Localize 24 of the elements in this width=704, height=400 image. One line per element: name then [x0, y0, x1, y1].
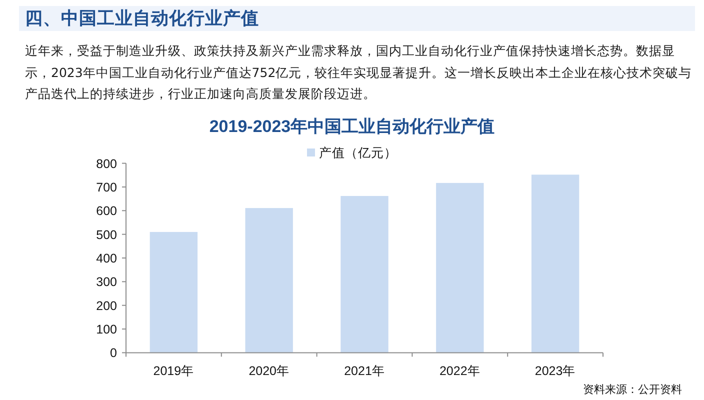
- text: 近年来，受益于制造业升级、政策扶持及新兴产业需求释放，国内工业自动化行业产值保持快速增长态势。数据显示，2023年中国工业自动化行业产值达752亿元，较往年实现显著提升。这一增长反映出本土企业在核心技术突破与产品迭代上的持续进步，行业正加速向高质量发展阶段迈进。: [25, 42, 693, 103]
- y-tick-label: 700: [96, 180, 118, 194]
- bar: [150, 232, 198, 353]
- x-tick-label: 2019年: [153, 364, 194, 378]
- chart-title: 2019-2023年中国工业自动化行业产值: [209, 117, 495, 136]
- y-tick-label: 600: [96, 204, 118, 218]
- x-tick-label: 2021年: [344, 364, 385, 378]
- x-tick-label: 2022年: [439, 364, 480, 378]
- bar: [436, 182, 484, 353]
- y-tick-label: 300: [96, 275, 118, 290]
- y-tick-label: 200: [96, 298, 118, 313]
- x-tick-label: 2023年: [534, 364, 576, 378]
- text: 资料来源：公开资料: [583, 383, 682, 397]
- y-tick-label: 400: [96, 252, 118, 266]
- bar: [340, 196, 388, 353]
- y-tick-label: 800: [96, 156, 118, 171]
- y-tick-label: 0: [110, 346, 118, 360]
- text: 四、中国工业自动化行业产值: [25, 7, 259, 30]
- bar: [245, 208, 293, 353]
- bar: [531, 174, 580, 353]
- x-tick-label: 2020年: [248, 364, 290, 378]
- y-tick-label: 100: [96, 322, 118, 337]
- y-tick-label: 500: [96, 228, 118, 242]
- legend-label: 产值（亿元）: [319, 146, 397, 160]
